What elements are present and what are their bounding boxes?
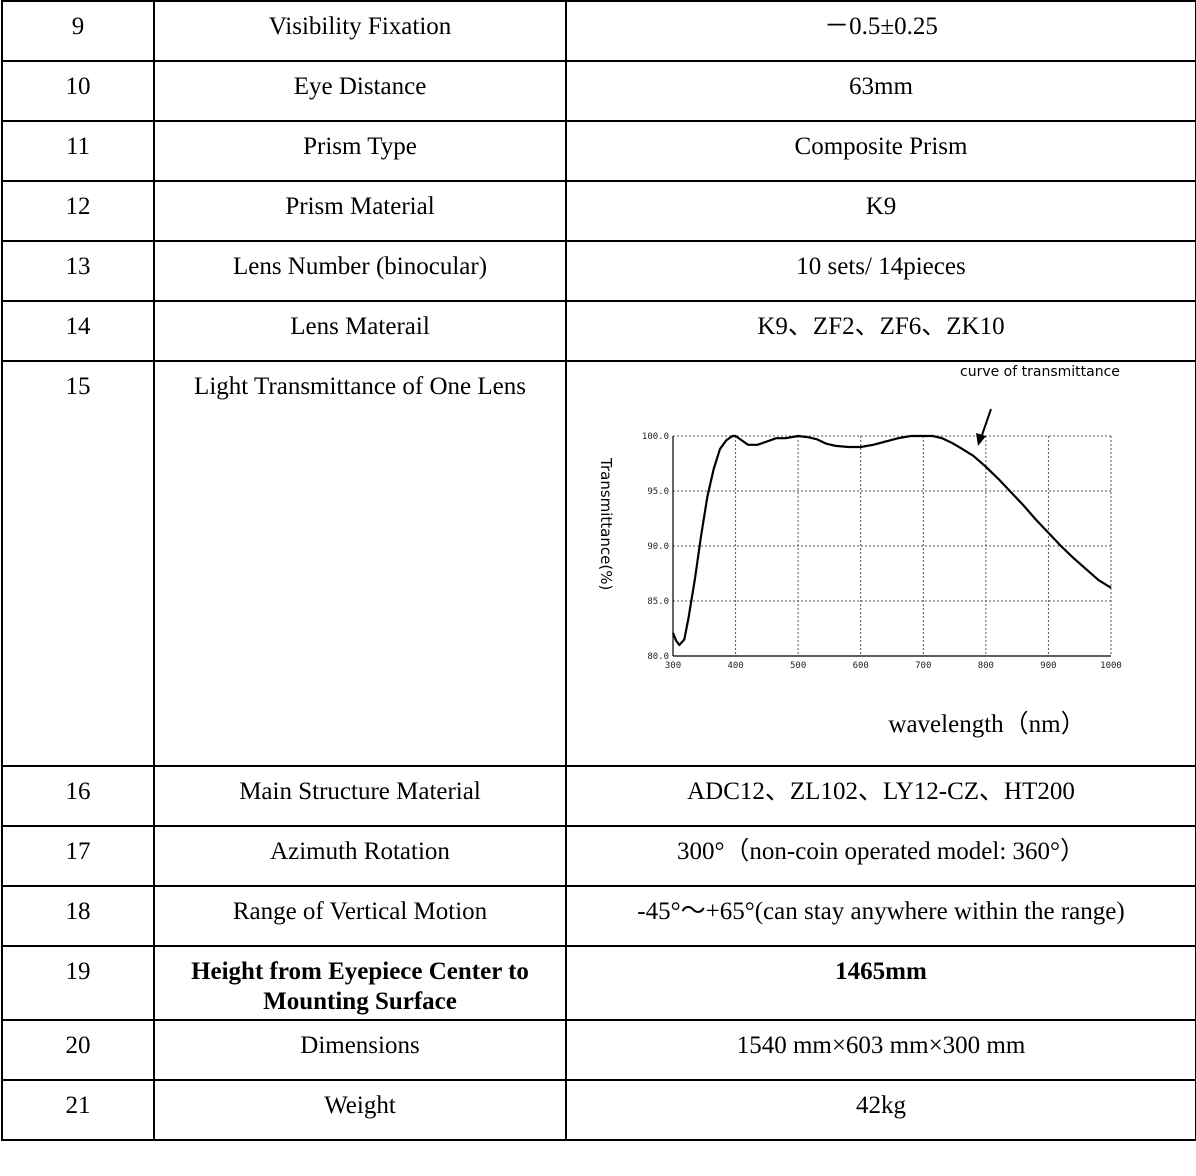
table-row: 16 Main Structure Material ADC12、ZL102、LY1…: [1, 765, 1196, 827]
row-value: 63mm: [565, 60, 1196, 122]
table-row: 18 Range of Vertical Motion -45°～+65°(can …: [1, 885, 1196, 947]
x-tick-label: 800: [978, 661, 994, 671]
spec-table: 9 Visibility Fixation －0.5±0.25 10 Eye Dista…: [1, 0, 1196, 1141]
row-parameter: Dimensions: [153, 1019, 567, 1081]
row-value: -45°～+65°(can stay anywhere within the r…: [565, 885, 1196, 947]
row-number: 18: [1, 885, 155, 947]
row-parameter: Weight: [153, 1079, 567, 1141]
row-number: 20: [1, 1019, 155, 1081]
table-row: 13 Lens Number (binocular) 10 sets/ 14piec…: [1, 240, 1196, 302]
row-number: 15: [1, 360, 155, 767]
row-value: －0.5±0.25: [565, 0, 1196, 62]
table-row: 17 Azimuth Rotation 300°（non-coin operated…: [1, 825, 1196, 887]
table-row: 14 Lens Materail K9、ZF2、ZF6、ZK10: [1, 300, 1196, 362]
annotation-arrow-head: [976, 433, 986, 446]
table-row: 20 Dimensions 1540 mm×603 mm×300 mm: [1, 1019, 1196, 1081]
y-tick-label: 85.0: [647, 597, 669, 607]
row-parameter: Light Transmittance of One Lens: [153, 360, 567, 767]
row-value: 300°（non-coin operated model: 360°）: [565, 825, 1196, 887]
spec-rows-before: 9 Visibility Fixation －0.5±0.25 10 Eye Dista…: [1, 0, 1196, 362]
table-row: 11 Prism Type Composite Prism: [1, 120, 1196, 182]
row-number: 14: [1, 300, 155, 362]
row-value: K9: [565, 180, 1196, 242]
row-number: 12: [1, 180, 155, 242]
transmittance-chart-cell: 300 400 500 600 700 800 900 1000 80.0 85.0 90.0 95.…: [565, 360, 1196, 767]
row-value: ADC12、ZL102、LY12-CZ、HT200: [565, 765, 1196, 827]
y-tick-label: 100.0: [642, 432, 669, 442]
row-parameter: Prism Type: [153, 120, 567, 182]
spec-rows-after: 16 Main Structure Material ADC12、ZL102、LY1…: [1, 765, 1196, 1141]
y-tick-label: 80.0: [647, 652, 669, 662]
y-tick-label: 95.0: [647, 487, 669, 497]
table-row: 12 Prism Material K9: [1, 180, 1196, 242]
row-number: 17: [1, 825, 155, 887]
table-row: 19 Height from Eyepiece Center to Mountin…: [1, 945, 1196, 1021]
table-row: 21 Weight 42kg: [1, 1079, 1196, 1141]
x-axis-label: wavelength（nm）: [888, 710, 1085, 738]
x-tick-label: 300: [665, 661, 681, 671]
x-tick-label: 400: [727, 661, 743, 671]
row-parameter: Eye Distance: [153, 60, 567, 122]
row-value: 1465mm: [565, 945, 1196, 1021]
spec-row-chart: 15 Light Transmittance of One Lens 300 40…: [1, 360, 1196, 767]
row-value: K9、ZF2、ZF6、ZK10: [565, 300, 1196, 362]
row-parameter: Azimuth Rotation: [153, 825, 567, 887]
row-number: 10: [1, 60, 155, 122]
x-tick-label: 500: [790, 661, 806, 671]
curve-annotation: curve of transmittance: [960, 364, 1120, 380]
row-value: 10 sets/ 14pieces: [565, 240, 1196, 302]
x-tick-label: 900: [1040, 661, 1056, 671]
table-row: 9 Visibility Fixation －0.5±0.25: [1, 0, 1196, 62]
row-parameter: Prism Material: [153, 180, 567, 242]
transmittance-curve: [671, 434, 1112, 647]
y-tick-label: 90.0: [647, 542, 669, 552]
row-parameter: Visibility Fixation: [153, 0, 567, 62]
row-parameter: Lens Number (binocular): [153, 240, 567, 302]
row-number: 21: [1, 1079, 155, 1141]
x-tick-label: 600: [853, 661, 869, 671]
row-number: 11: [1, 120, 155, 182]
x-tick-label: 1000: [1100, 661, 1122, 671]
row-value: Composite Prism: [565, 120, 1196, 182]
row-value: 1540 mm×603 mm×300 mm: [565, 1019, 1196, 1081]
row-parameter: Lens Materail: [153, 300, 567, 362]
row-number: 9: [1, 0, 155, 62]
x-tick-label: 700: [915, 661, 931, 671]
row-parameter: Height from Eyepiece Center to Mounting …: [153, 945, 567, 1021]
row-number: 19: [1, 945, 155, 1021]
row-number: 16: [1, 765, 155, 827]
row-number: 13: [1, 240, 155, 302]
row-value: 42kg: [565, 1079, 1196, 1141]
annotation-arrow-shaft: [980, 408, 992, 439]
table-row: 10 Eye Distance 63mm: [1, 60, 1196, 122]
table-row: 15 Light Transmittance of One Lens 300 40…: [1, 360, 1196, 767]
row-parameter: Main Structure Material: [153, 765, 567, 827]
transmittance-chart: 300 400 500 600 700 800 900 1000 80.0 85.0 90.0 95.…: [597, 364, 1122, 738]
y-axis-label: Transmittance(%): [597, 457, 615, 590]
row-parameter: Range of Vertical Motion: [153, 885, 567, 947]
